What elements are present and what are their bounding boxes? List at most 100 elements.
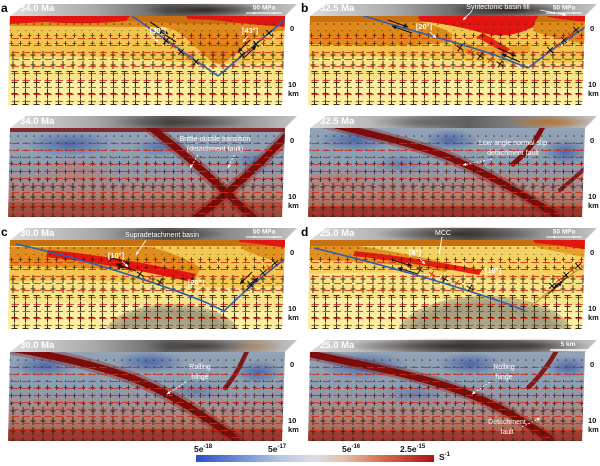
depth-axis: 0 10 km	[588, 360, 599, 434]
svg-text:km: km	[288, 89, 299, 98]
svg-text:km: km	[588, 425, 599, 434]
annotation-arrow	[135, 239, 147, 256]
time-label: 32.5 Ma	[320, 3, 355, 14]
fault-dip-label: [10°]	[108, 251, 125, 260]
fault-dip-label: [8°]	[409, 248, 422, 257]
annotation-arrow	[471, 381, 491, 395]
stress-scale-bar: 50 MPa	[246, 229, 282, 238]
colorbar-tick: 5e-16	[342, 444, 361, 454]
svg-text:10: 10	[588, 192, 596, 201]
time-label: 34.0 Ma	[20, 116, 55, 127]
fault-dip-label: [20°]	[416, 22, 433, 31]
svg-text:50 MPa: 50 MPa	[553, 5, 576, 12]
depth-axis: 0 10 km	[288, 136, 299, 210]
strain-rate-colorbar: 5e-18 5e-17 5e-16 2.5e-15 S-1	[194, 444, 450, 466]
panel-c-stress-field: c	[1, 225, 299, 329]
annotation: Brittle-ductile transition	[180, 136, 251, 143]
top-face-shading	[143, 3, 267, 17]
annotation: hinge	[495, 374, 512, 381]
panel-a-strain-rate: 34.0 Ma Brittle-ductile transition (deta…	[8, 115, 299, 217]
detachment-fault	[15, 243, 225, 312]
stress-scale-bar: 50 MPa	[246, 5, 282, 14]
panel-letter: c	[1, 225, 8, 239]
detachment-fault	[313, 247, 527, 312]
panel-d-strain-rate: 25.0 Ma 5 km Rolling hinge Detachment fa…	[308, 338, 599, 441]
panel-letter: d	[301, 225, 308, 239]
svg-text:0: 0	[290, 360, 294, 369]
time-label: 32.5 Ma	[320, 116, 355, 127]
svg-text:0: 0	[590, 248, 594, 257]
annotation-arrow	[121, 260, 129, 268]
fault-dip-label: [43°]	[242, 26, 259, 35]
annotation-pointer	[438, 236, 443, 256]
panel-b-strain-rate: 32.5 Ma Low-angle normal slip detachment…	[308, 115, 599, 217]
annotation: hinge	[191, 374, 208, 381]
svg-text:km: km	[588, 89, 599, 98]
panel-a-stress-field: a	[1, 1, 299, 105]
top-face-shading	[450, 3, 570, 17]
panel-d-stress-field: d	[301, 225, 599, 329]
length-scale-bar: 5 km	[550, 341, 588, 351]
depth-axis: 0 10 km	[288, 248, 299, 322]
svg-text:0: 0	[290, 136, 294, 145]
antithetic-fault	[223, 253, 285, 312]
annotation-arrow	[429, 31, 437, 39]
crust-section	[8, 240, 285, 329]
colorbar-gradient	[196, 455, 434, 462]
colorbar-tick: 5e-18	[194, 444, 213, 454]
top-face-shading	[145, 339, 255, 353]
crust-section	[308, 352, 585, 441]
panel-letter: a	[1, 1, 8, 15]
top-face-shading	[225, 339, 285, 353]
crust-section	[308, 128, 585, 217]
time-label: 25.0 Ma	[320, 340, 355, 351]
annotation-arrow	[462, 158, 493, 166]
svg-text:50 MPa: 50 MPa	[553, 229, 576, 236]
annotation-arrow	[242, 35, 249, 43]
detachment-fault	[354, 16, 529, 69]
depth-axis: 0 10 km	[588, 248, 599, 322]
slip-arrows	[149, 21, 257, 59]
annotation: fault	[500, 429, 513, 436]
panel-c-strain-rate: 30.0 Ma Rolling hinge 0 10 km	[8, 339, 299, 441]
top-face-shading	[112, 227, 228, 241]
basin-label: Syntectonic basin fill	[466, 4, 530, 11]
antithetic-fault	[527, 23, 585, 69]
annotation: Detachment	[488, 419, 526, 426]
top-face-shading	[505, 115, 595, 129]
colorbar-unit: S-1	[439, 452, 451, 462]
time-label: 30.0 Ma	[20, 228, 55, 239]
annotation-arrow	[189, 154, 199, 169]
crust-section	[308, 240, 585, 329]
panel-letter: b	[301, 1, 308, 15]
svg-text:km: km	[288, 201, 299, 210]
stress-scale-bar: 50 MPa	[546, 5, 582, 14]
svg-text:0: 0	[590, 360, 594, 369]
annotation: Rolling	[493, 364, 515, 371]
crust-section	[308, 16, 585, 105]
panel-a: a	[0, 0, 300, 222]
depth-axis: 0 10 km	[588, 24, 599, 98]
svg-text:10: 10	[288, 304, 296, 313]
time-label: 25.0 Ma	[320, 228, 355, 239]
svg-text:10: 10	[288, 192, 296, 201]
mcc-label: MCC	[435, 230, 451, 237]
normal-fault-left	[131, 16, 219, 77]
annotation-arrow	[227, 154, 235, 169]
crust-section	[8, 128, 285, 217]
slip-arrows	[387, 19, 521, 63]
fault-dip-label: [20°]	[188, 278, 205, 287]
crust-section	[8, 352, 285, 441]
annotation-arrow	[462, 10, 473, 21]
svg-text:0: 0	[590, 136, 594, 145]
svg-text:50 MPa: 50 MPa	[253, 229, 276, 236]
panel-b-stress-field: b	[301, 1, 599, 105]
svg-text:km: km	[588, 201, 599, 210]
rotated-stress-crosses	[456, 26, 580, 68]
annotation: Low-angle normal slip	[479, 140, 547, 147]
stress-scale-bar: 50 MPa	[546, 229, 582, 238]
svg-text:10: 10	[588, 416, 596, 425]
top-face-shading	[110, 115, 250, 129]
svg-text:0: 0	[590, 24, 594, 33]
svg-text:5 km: 5 km	[561, 341, 576, 348]
